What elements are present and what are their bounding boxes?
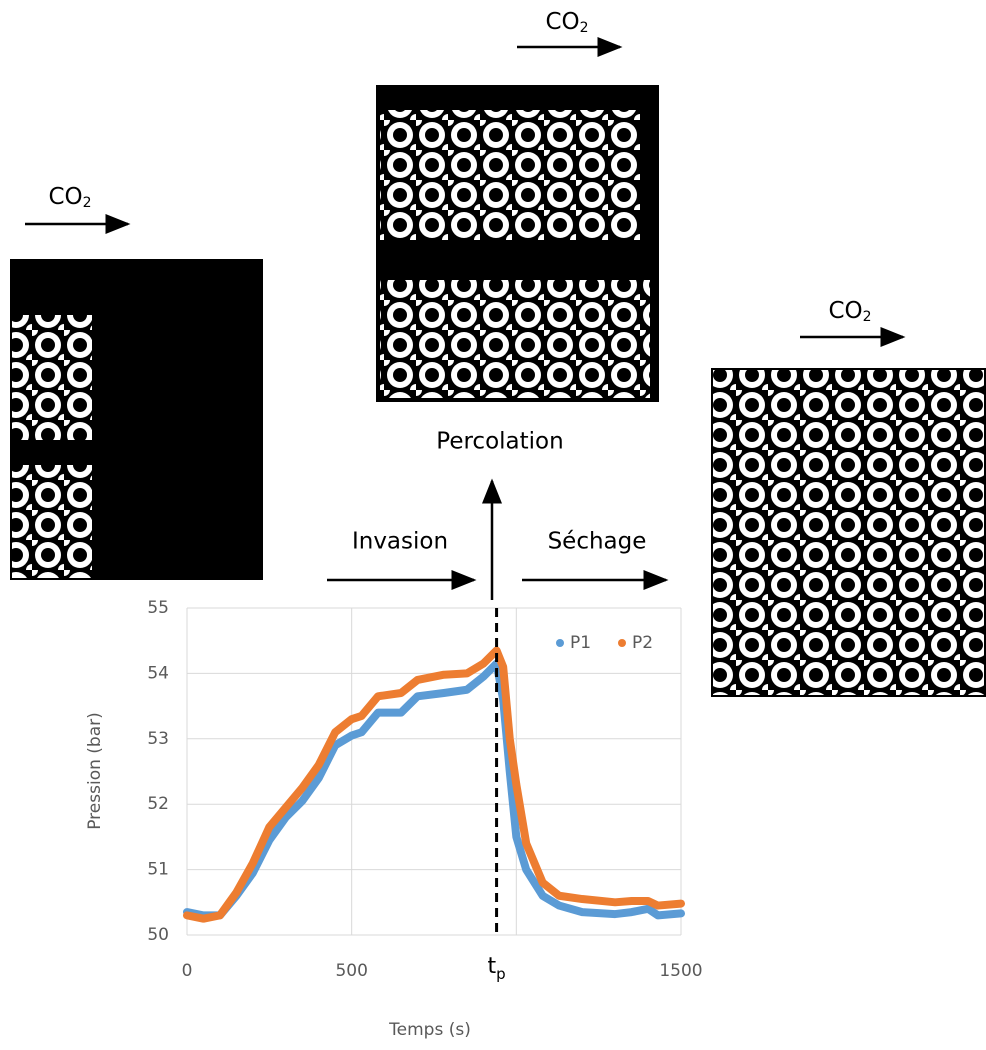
flow-label: CO2 <box>828 298 871 326</box>
x-tick-label: 0 <box>182 961 193 981</box>
legend-marker <box>618 639 626 647</box>
y-tick-label: 51 <box>147 860 169 880</box>
flow-label: CO2 <box>545 9 588 37</box>
x-axis-label: Temps (s) <box>388 1020 471 1040</box>
x-tick-label: 1500 <box>659 961 702 981</box>
y-axis-label: Pression (bar) <box>85 712 105 830</box>
tp-label: tp <box>487 954 505 983</box>
y-tick-label: 54 <box>147 663 169 683</box>
flow-label: CO2 <box>48 184 91 212</box>
phase-label: Invasion <box>352 529 448 555</box>
tp-text: t <box>487 954 496 979</box>
y-tick-label: 50 <box>147 925 169 945</box>
y-tick-label: 52 <box>147 794 169 814</box>
legend-label: P1 <box>570 633 591 653</box>
legend-marker <box>556 639 564 647</box>
series-line <box>183 646 685 923</box>
image-invasion <box>10 259 263 580</box>
series-line <box>183 659 685 920</box>
y-tick-label: 53 <box>147 729 169 749</box>
legend-label: P2 <box>632 633 653 653</box>
image-percolation <box>376 85 659 402</box>
flow-arrows <box>25 37 906 600</box>
image-drying <box>711 368 986 697</box>
phase-label: Percolation <box>436 429 563 455</box>
tp-subscript: p <box>496 965 506 983</box>
x-tick-label: 500 <box>335 961 367 981</box>
plot: 50 51 52 53 54 55 0 500 1500 tp P1 P2 <box>147 598 702 983</box>
y-tick-label: 55 <box>147 598 169 618</box>
phase-label: Séchage <box>548 529 647 555</box>
